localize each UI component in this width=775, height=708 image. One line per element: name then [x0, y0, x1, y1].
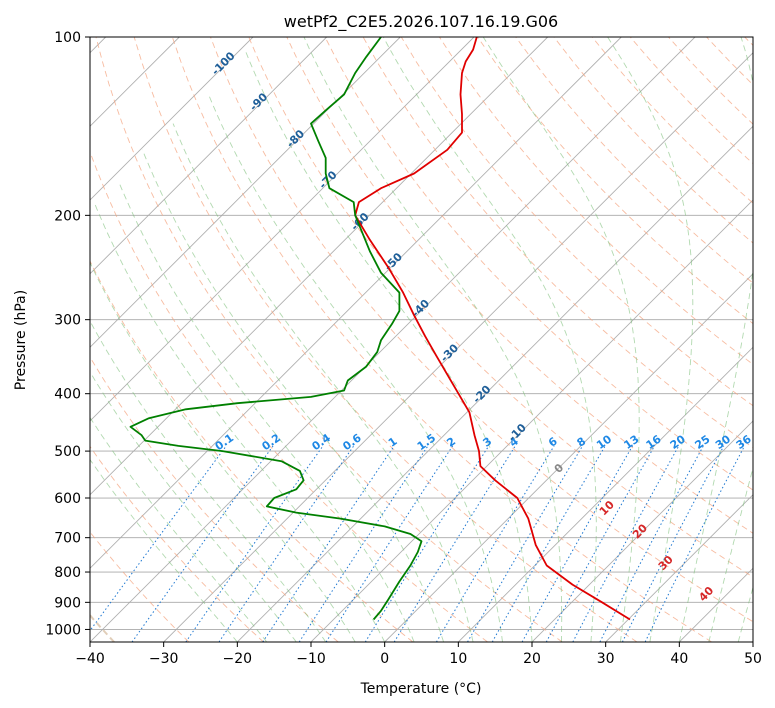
isotherm-line [90, 37, 549, 496]
x-tick-label: 10 [449, 651, 467, 667]
moist-adiabat-line [117, 180, 415, 642]
y-axis: 100 200 300 400 500 600 700 800 900 1000 [45, 30, 90, 638]
mixing-ratio-line [393, 445, 516, 642]
isotherm-line [90, 37, 622, 569]
moist-adiabat-line [382, 37, 597, 642]
moist-adiabat-line [90, 371, 297, 642]
mixing-ratio-line [364, 445, 490, 642]
mixing-ratio-label: 36 [734, 432, 754, 452]
mixing-ratio-line [435, 445, 555, 642]
x-tick-label: −30 [149, 651, 179, 667]
x-axis: −40 −30 −20 −10 0 10 20 30 40 50 [75, 642, 762, 667]
x-tick-label: 30 [597, 651, 615, 667]
dry-adiabat-line [210, 37, 753, 623]
y-axis-label: Pressure (hPa) [13, 290, 29, 390]
isotherm-line [90, 37, 401, 348]
x-tick-label: −20 [223, 651, 253, 667]
x-tick-label: 20 [523, 651, 541, 667]
dry-adiabat-line [95, 37, 563, 642]
moist-adiabat-line [678, 37, 753, 642]
dry-adiabat-line [171, 37, 712, 642]
dewpoint-profile-line [129, 37, 423, 621]
chart-title: wetPf2_C2E5.2026.107.16.19.G06 [284, 12, 558, 32]
dry-adiabat-line [286, 37, 753, 534]
x-axis-label: Temperature (°C) [360, 681, 482, 697]
isotherm-line [90, 37, 254, 201]
plot-frame [89, 36, 754, 643]
isotherm-line [163, 52, 753, 642]
moist-adiabat-line [172, 123, 474, 642]
y-tick-label: 700 [54, 531, 81, 547]
y-tick-label: 300 [54, 313, 81, 329]
moist-adiabat-line [482, 37, 640, 642]
moist-adiabat-line [93, 201, 386, 642]
isotherm-line [384, 273, 753, 642]
isotherm-line [605, 494, 753, 642]
y-tick-label: 400 [54, 387, 81, 403]
x-tick-label: −10 [296, 651, 326, 667]
dry-adiabat-line [90, 356, 339, 642]
moist-adiabat-line [90, 320, 327, 642]
temperature-profile-line [354, 37, 631, 621]
y-tick-label: 600 [54, 491, 81, 507]
moist-adiabat-line [737, 585, 753, 642]
x-tick-label: −40 [75, 651, 105, 667]
mixing-ratio-line [131, 445, 274, 642]
dry-adiabat-line [324, 37, 753, 491]
y-tick-label: 800 [54, 565, 81, 581]
mixing-ratio-line [644, 445, 746, 642]
isotherm-line [531, 420, 753, 642]
mixing-ratio-line [262, 445, 395, 642]
moist-adiabat-line [708, 466, 753, 642]
mixing-ratio-line [545, 445, 656, 642]
x-tick-label: 0 [380, 651, 389, 667]
mixing-ratio-line [218, 445, 355, 642]
dry-adiabat-line [90, 259, 414, 642]
data-lines [129, 37, 631, 621]
mixing-ratio-line [467, 445, 584, 642]
moist-adiabat-line [244, 49, 533, 642]
moist-adiabat-line [208, 94, 503, 642]
y-tick-label: 1000 [45, 622, 81, 638]
moist-adiabat-line [303, 37, 563, 642]
moist-adiabat-line [141, 149, 445, 642]
mixing-ratio-line [298, 445, 429, 642]
dry-adiabat-line [133, 37, 638, 642]
isotherm-line [236, 125, 753, 642]
x-tick-label: 40 [670, 651, 688, 667]
dry-adiabat-line [90, 445, 264, 642]
background-lines [90, 37, 753, 642]
isotherm-line [90, 37, 696, 642]
y-tick-label: 200 [54, 208, 81, 224]
dry-adiabat-line [515, 37, 753, 284]
mixing-ratio-line [621, 445, 725, 642]
mixing-ratio-line [521, 445, 633, 642]
moist-adiabat-line [90, 261, 356, 642]
mixing-ratio-line [325, 445, 454, 642]
y-tick-label: 900 [54, 595, 81, 611]
dry-adiabat-line [248, 37, 753, 578]
moist-adiabat-line [90, 416, 268, 642]
y-tick-label: 100 [54, 30, 81, 46]
isotherm-line [90, 37, 328, 275]
x-tick-label: 50 [744, 651, 762, 667]
y-tick-label: 500 [54, 444, 81, 460]
moist-adiabat-line [607, 37, 694, 642]
isotherm-line [90, 37, 475, 422]
